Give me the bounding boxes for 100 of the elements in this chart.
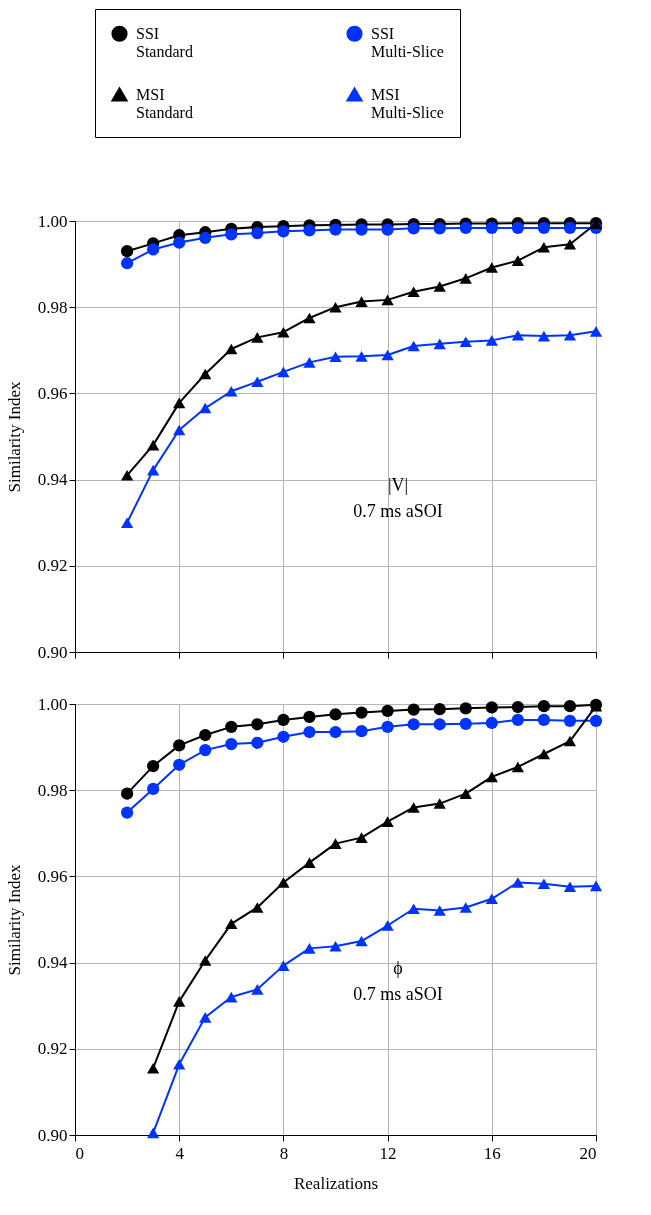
point	[355, 223, 368, 236]
point	[511, 761, 524, 773]
point	[329, 725, 342, 739]
point	[485, 893, 498, 905]
point	[355, 725, 368, 738]
point	[173, 424, 186, 436]
point	[251, 902, 264, 913]
point	[225, 918, 238, 930]
y-tick-label: 0.92	[37, 1039, 68, 1059]
x-tick-label: 4	[175, 1143, 185, 1163]
point	[433, 798, 446, 809]
point	[225, 228, 238, 241]
point	[303, 943, 316, 954]
annotation: ϕ	[393, 958, 403, 979]
point	[147, 439, 160, 451]
point	[355, 706, 368, 719]
point	[303, 857, 316, 868]
point	[589, 326, 603, 337]
point	[459, 336, 472, 347]
point	[537, 878, 551, 890]
point	[485, 771, 498, 783]
x-tick-label: 8	[279, 1143, 289, 1163]
point	[381, 704, 394, 718]
point	[563, 735, 577, 747]
point	[173, 236, 186, 249]
y-tick-label: 0.96	[37, 383, 68, 403]
point	[329, 838, 342, 849]
point	[225, 720, 238, 733]
point	[277, 877, 290, 888]
point	[433, 718, 446, 731]
point	[459, 788, 472, 799]
point	[147, 1127, 160, 1139]
point	[329, 301, 342, 313]
point	[563, 238, 577, 250]
point	[563, 714, 577, 727]
point	[329, 223, 342, 236]
legend-label: SSI Multi-Slice	[371, 24, 444, 60]
point	[407, 340, 420, 352]
x-axis-title: Realizations	[293, 1173, 379, 1193]
point	[589, 880, 603, 892]
point	[277, 366, 290, 378]
annotation: 0.7 ms aSOI	[353, 500, 443, 521]
point	[251, 332, 264, 343]
point	[589, 714, 603, 727]
y-tick-label: 0.90	[37, 1125, 68, 1145]
point	[459, 273, 472, 284]
point	[537, 748, 551, 760]
point	[537, 713, 551, 727]
point	[511, 877, 524, 888]
point	[173, 996, 186, 1007]
point	[199, 744, 212, 757]
point	[329, 708, 342, 721]
point	[120, 806, 134, 819]
point	[120, 517, 134, 528]
point	[303, 725, 316, 739]
y-tick-label: 0.90	[37, 642, 68, 662]
y-tick-label: 0.94	[37, 953, 68, 973]
point	[173, 1059, 186, 1070]
point	[563, 329, 577, 341]
x-tick-label: 12	[379, 1143, 397, 1163]
point	[225, 991, 238, 1003]
point	[147, 243, 160, 256]
point	[407, 703, 420, 716]
y-tick-label: 0.94	[37, 470, 68, 490]
x-tick-label: 20	[579, 1143, 597, 1163]
point	[433, 281, 446, 292]
legend-label: SSI Standard	[136, 24, 193, 60]
point	[407, 802, 420, 813]
point	[277, 960, 290, 971]
x-tick-label: 0	[75, 1143, 84, 1163]
point	[407, 718, 420, 731]
point	[147, 464, 160, 476]
point	[511, 700, 524, 714]
point	[303, 710, 316, 724]
point	[485, 262, 498, 273]
legend-label: MSI Multi-Slice	[371, 85, 444, 121]
point	[563, 221, 577, 235]
point	[537, 330, 551, 342]
point	[485, 335, 498, 346]
point	[199, 1012, 212, 1023]
point	[120, 245, 134, 258]
point	[329, 351, 342, 363]
point	[537, 221, 551, 235]
point	[120, 257, 134, 270]
point	[355, 351, 368, 362]
point	[147, 1062, 160, 1074]
point	[381, 720, 394, 733]
point	[537, 241, 551, 253]
x-tick-label: 16	[483, 1143, 501, 1163]
point	[147, 759, 160, 773]
annotation: |V|	[387, 475, 409, 496]
point	[381, 920, 394, 931]
point	[199, 402, 212, 414]
point	[199, 231, 212, 244]
point	[433, 338, 446, 350]
point	[277, 730, 290, 743]
point	[433, 222, 446, 235]
point	[459, 902, 472, 913]
point	[511, 713, 524, 727]
point	[199, 728, 212, 742]
